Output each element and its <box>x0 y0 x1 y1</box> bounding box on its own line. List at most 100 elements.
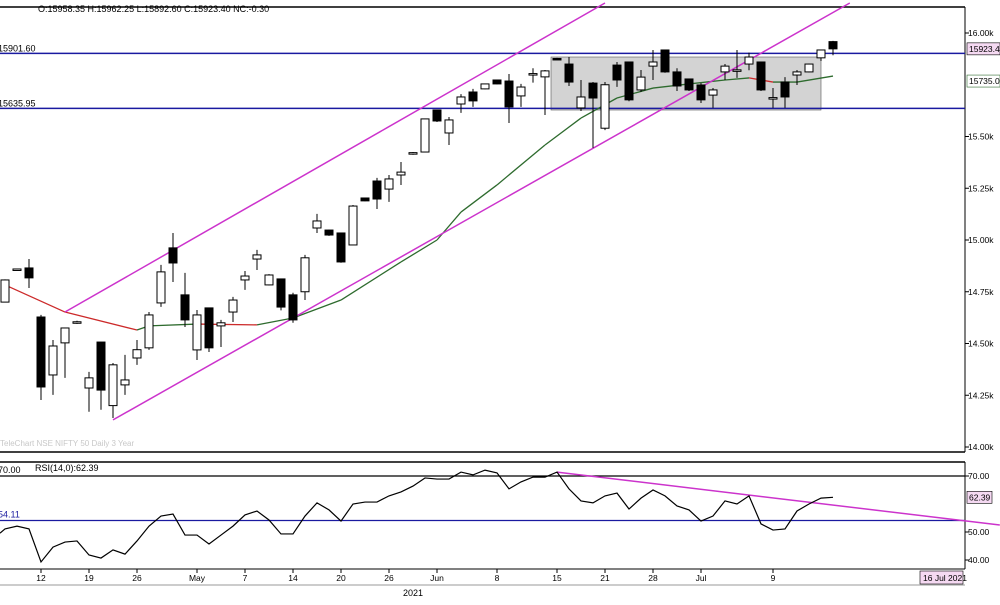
rsi-last-tag <box>966 491 993 504</box>
ohlc-readout: O:15958.35 H:15962.25 L:15892.60 C:15923… <box>38 4 269 14</box>
candle-body <box>252 254 262 260</box>
candle-body <box>660 49 670 73</box>
candle-body <box>648 61 658 67</box>
moving-average-segment <box>292 299 342 319</box>
y-axis-tick-label: 15.50k <box>968 132 994 142</box>
candle <box>60 327 70 378</box>
moving-average-segment <box>496 144 546 186</box>
candle-body <box>504 80 514 108</box>
candle-body <box>204 307 214 349</box>
rsi-level-label: 54.11 <box>0 509 20 519</box>
candle <box>480 83 490 90</box>
candle-body <box>768 97 778 100</box>
x-axis-tick-label: 21 <box>600 573 610 583</box>
candle-body <box>288 294 298 321</box>
y-axis-tick-label: 15.25k <box>968 183 994 193</box>
candle-body <box>624 61 634 101</box>
x-axis-tick-label: 8 <box>495 573 500 583</box>
candle <box>0 279 10 303</box>
candle-body <box>216 322 226 327</box>
y-axis-tick-label: 14.50k <box>968 339 994 349</box>
candle <box>720 64 730 80</box>
candle <box>84 371 94 412</box>
candle <box>120 354 130 395</box>
price-trendline <box>112 2 851 421</box>
candle <box>36 314 46 401</box>
rsi-title: RSI(14,0):62.39 <box>35 463 99 473</box>
rsi-last-label: 62.39 <box>969 492 991 502</box>
price-trendline <box>64 2 606 313</box>
candle-body <box>492 79 502 85</box>
candle-body <box>792 71 802 76</box>
candle-body <box>480 83 490 90</box>
candle <box>504 73 514 124</box>
candle-body <box>672 71 682 87</box>
candle-body <box>516 86 526 97</box>
moving-average-segment <box>148 323 198 327</box>
x-axis-tick-label: 15 <box>552 573 562 583</box>
candle-body <box>240 275 250 281</box>
candle <box>804 63 814 73</box>
candle <box>660 49 670 73</box>
candle-body <box>300 257 310 293</box>
candle-body <box>324 229 334 236</box>
candle <box>72 320 82 324</box>
candle-body <box>828 41 838 50</box>
candle-body <box>384 178 394 190</box>
candle-body <box>600 84 610 129</box>
candle-body <box>396 171 406 176</box>
candle-body <box>612 64 622 81</box>
moving-average-segment <box>652 83 690 89</box>
moving-average-segment <box>64 311 138 331</box>
candle-body <box>564 63 574 83</box>
candle-body <box>168 247 178 264</box>
candle-body <box>192 314 202 351</box>
candle-body <box>636 76 646 91</box>
candle-body <box>180 294 190 321</box>
candle <box>144 312 154 350</box>
candle-body <box>312 220 322 229</box>
watermark: TeleChart NSE NIFTY 50 Daily 3 Year <box>0 439 134 448</box>
candle <box>696 83 706 103</box>
candle <box>552 57 562 61</box>
candle <box>336 232 346 263</box>
candle-body <box>756 61 766 91</box>
candle-body <box>804 63 814 73</box>
candle <box>672 68 682 91</box>
y-axis-tick-label: 16.00k <box>968 28 994 38</box>
candle-body <box>96 341 106 391</box>
candle <box>624 61 634 102</box>
candle <box>384 175 394 202</box>
candle <box>456 94 466 113</box>
candle-body <box>588 82 598 99</box>
candle-body <box>12 268 22 271</box>
candle-body <box>36 316 46 388</box>
moving-average-segment <box>724 77 750 81</box>
candle-body <box>732 69 742 72</box>
x-axis-tick-label: 7 <box>243 573 248 583</box>
moving-average-segment <box>436 211 462 241</box>
candle <box>756 61 766 91</box>
moving-average-segment <box>400 239 438 263</box>
candle <box>132 339 142 365</box>
candle-body <box>336 232 346 263</box>
x-axis-tick-label: 26 <box>132 573 142 583</box>
candle <box>168 232 178 283</box>
candle-body <box>708 89 718 96</box>
candle-body <box>432 109 442 122</box>
candle <box>708 88 718 108</box>
candle-body <box>228 299 238 313</box>
candle-body <box>72 321 82 324</box>
moving-average-segment <box>256 317 294 326</box>
y-axis-tick-label: 14.75k <box>968 287 994 297</box>
candle <box>216 319 226 348</box>
candle-body <box>360 197 370 202</box>
candle <box>420 118 430 153</box>
candle <box>228 296 238 322</box>
candle-body <box>576 96 586 109</box>
last-price-tag <box>966 42 1000 56</box>
candle <box>180 272 190 327</box>
candle-body <box>528 73 538 76</box>
y-axis-tick-label: 14.25k <box>968 390 994 400</box>
candle <box>360 197 370 202</box>
